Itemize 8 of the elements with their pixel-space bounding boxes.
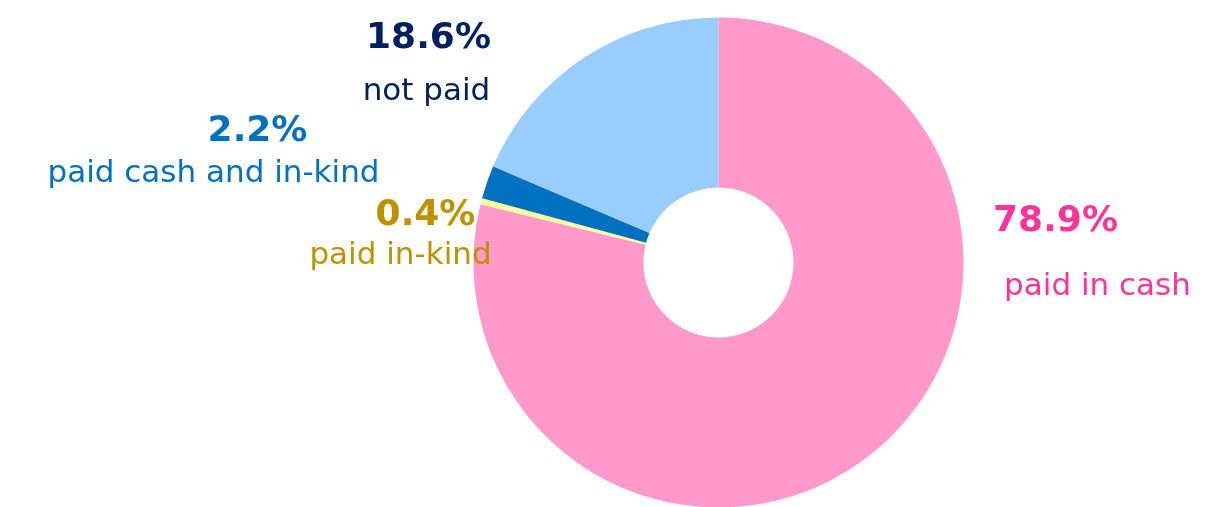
data-label: 2.2% [207,108,308,149]
data-label: 78.9% [993,198,1118,239]
slice-label: paid cash and in-kind [47,152,380,189]
slice-label: not paid [362,70,491,107]
data-label: 0.4% [375,192,476,233]
slice-label: paid in-kind [309,234,492,271]
slice-label: paid in cash [1004,265,1191,302]
data-label: 18.6% [366,15,491,56]
